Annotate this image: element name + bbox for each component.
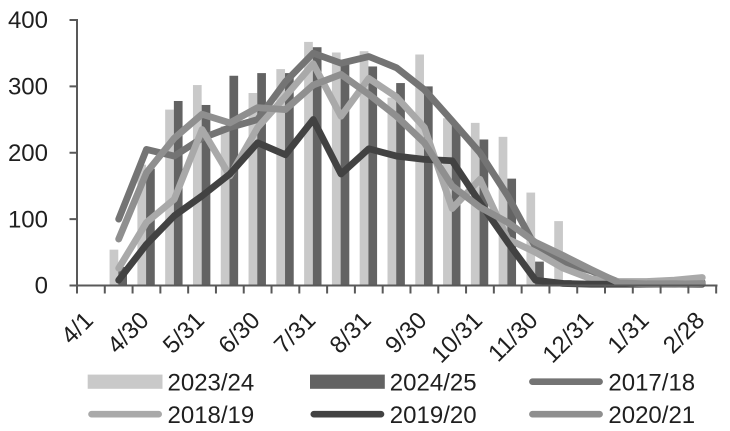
- svg-text:0: 0: [35, 273, 48, 300]
- svg-text:200: 200: [8, 140, 48, 167]
- svg-text:2017/18: 2017/18: [608, 369, 695, 396]
- svg-text:400: 400: [8, 7, 48, 34]
- svg-text:300: 300: [8, 74, 48, 101]
- svg-text:100: 100: [8, 206, 48, 233]
- svg-text:2023/24: 2023/24: [168, 369, 255, 396]
- svg-text:2024/25: 2024/25: [390, 369, 477, 396]
- svg-text:2018/19: 2018/19: [168, 402, 255, 429]
- svg-text:2020/21: 2020/21: [608, 402, 695, 429]
- svg-text:2019/20: 2019/20: [390, 402, 477, 429]
